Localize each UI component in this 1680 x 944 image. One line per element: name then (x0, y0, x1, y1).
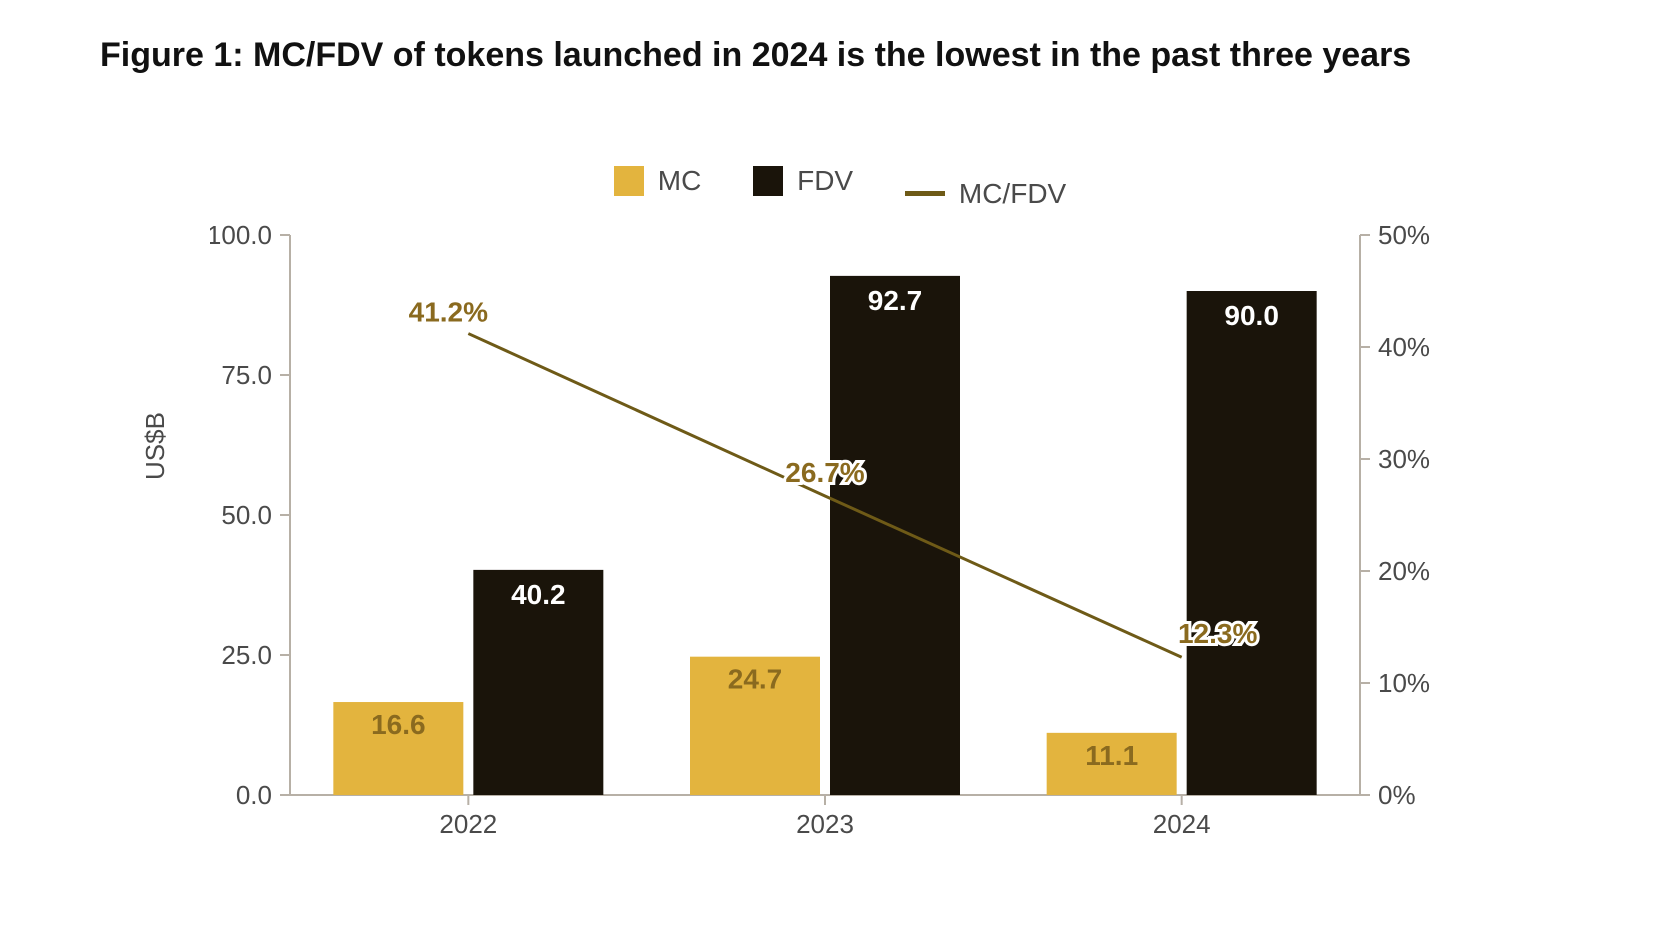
ratio-label: 41.2% (409, 297, 488, 328)
y-right-tick-label: 40% (1378, 332, 1430, 362)
bar-value-mc: 11.1 (1085, 740, 1138, 771)
x-tick-label: 2022 (439, 809, 497, 839)
y-left-tick-label: 100.0 (210, 225, 272, 250)
bar-value-fdv: 90.0 (1224, 300, 1279, 331)
figure-frame: Figure 1: MC/FDV of tokens launched in 2… (0, 0, 1680, 944)
legend-item-mc: MC (614, 165, 702, 197)
legend-label-mc: MC (658, 165, 702, 197)
y-left-tick-label: 50.0 (221, 500, 272, 530)
x-tick-label: 2023 (796, 809, 854, 839)
y-axis-left-label: US$B (140, 412, 171, 480)
bar-value-fdv: 40.2 (511, 579, 566, 610)
chart-svg: 0.0 25.0 50.0 75.0 100.0 0% 10% 20% 30% 40% 50% 16.… (210, 225, 1440, 845)
ratio-label: 26.7% (785, 457, 864, 488)
legend-label-ratio: MC/FDV (959, 178, 1066, 210)
y-left-tick-label: 75.0 (221, 360, 272, 390)
legend: MC FDV MC/FDV (0, 165, 1680, 210)
chart-title: Figure 1: MC/FDV of tokens launched in 2… (100, 36, 1411, 75)
legend-item-ratio: MC/FDV (905, 178, 1066, 210)
y-right-tick-label: 20% (1378, 556, 1430, 586)
x-tick-label: 2024 (1153, 809, 1211, 839)
ratio-label: 12.3% (1178, 618, 1257, 649)
legend-label-fdv: FDV (797, 165, 853, 197)
bar-fdv (1187, 291, 1317, 795)
legend-swatch-mc (614, 166, 644, 196)
legend-item-fdv: FDV (753, 165, 853, 197)
y-right-tick-label: 10% (1378, 668, 1430, 698)
bar-value-fdv: 92.7 (868, 285, 923, 316)
y-right-tick-label: 30% (1378, 444, 1430, 474)
bar-fdv (830, 276, 960, 795)
legend-swatch-fdv (753, 166, 783, 196)
bar-value-mc: 24.7 (728, 664, 783, 695)
bar-value-mc: 16.6 (371, 709, 426, 740)
y-left-tick-label: 0.0 (236, 780, 272, 810)
y-right-tick-label: 50% (1378, 225, 1430, 250)
y-right-tick-label: 0% (1378, 780, 1416, 810)
chart-plot: 0.0 25.0 50.0 75.0 100.0 0% 10% 20% 30% 40% 50% 16.… (210, 225, 1440, 845)
legend-line-ratio (905, 191, 945, 196)
y-left-tick-label: 25.0 (221, 640, 272, 670)
